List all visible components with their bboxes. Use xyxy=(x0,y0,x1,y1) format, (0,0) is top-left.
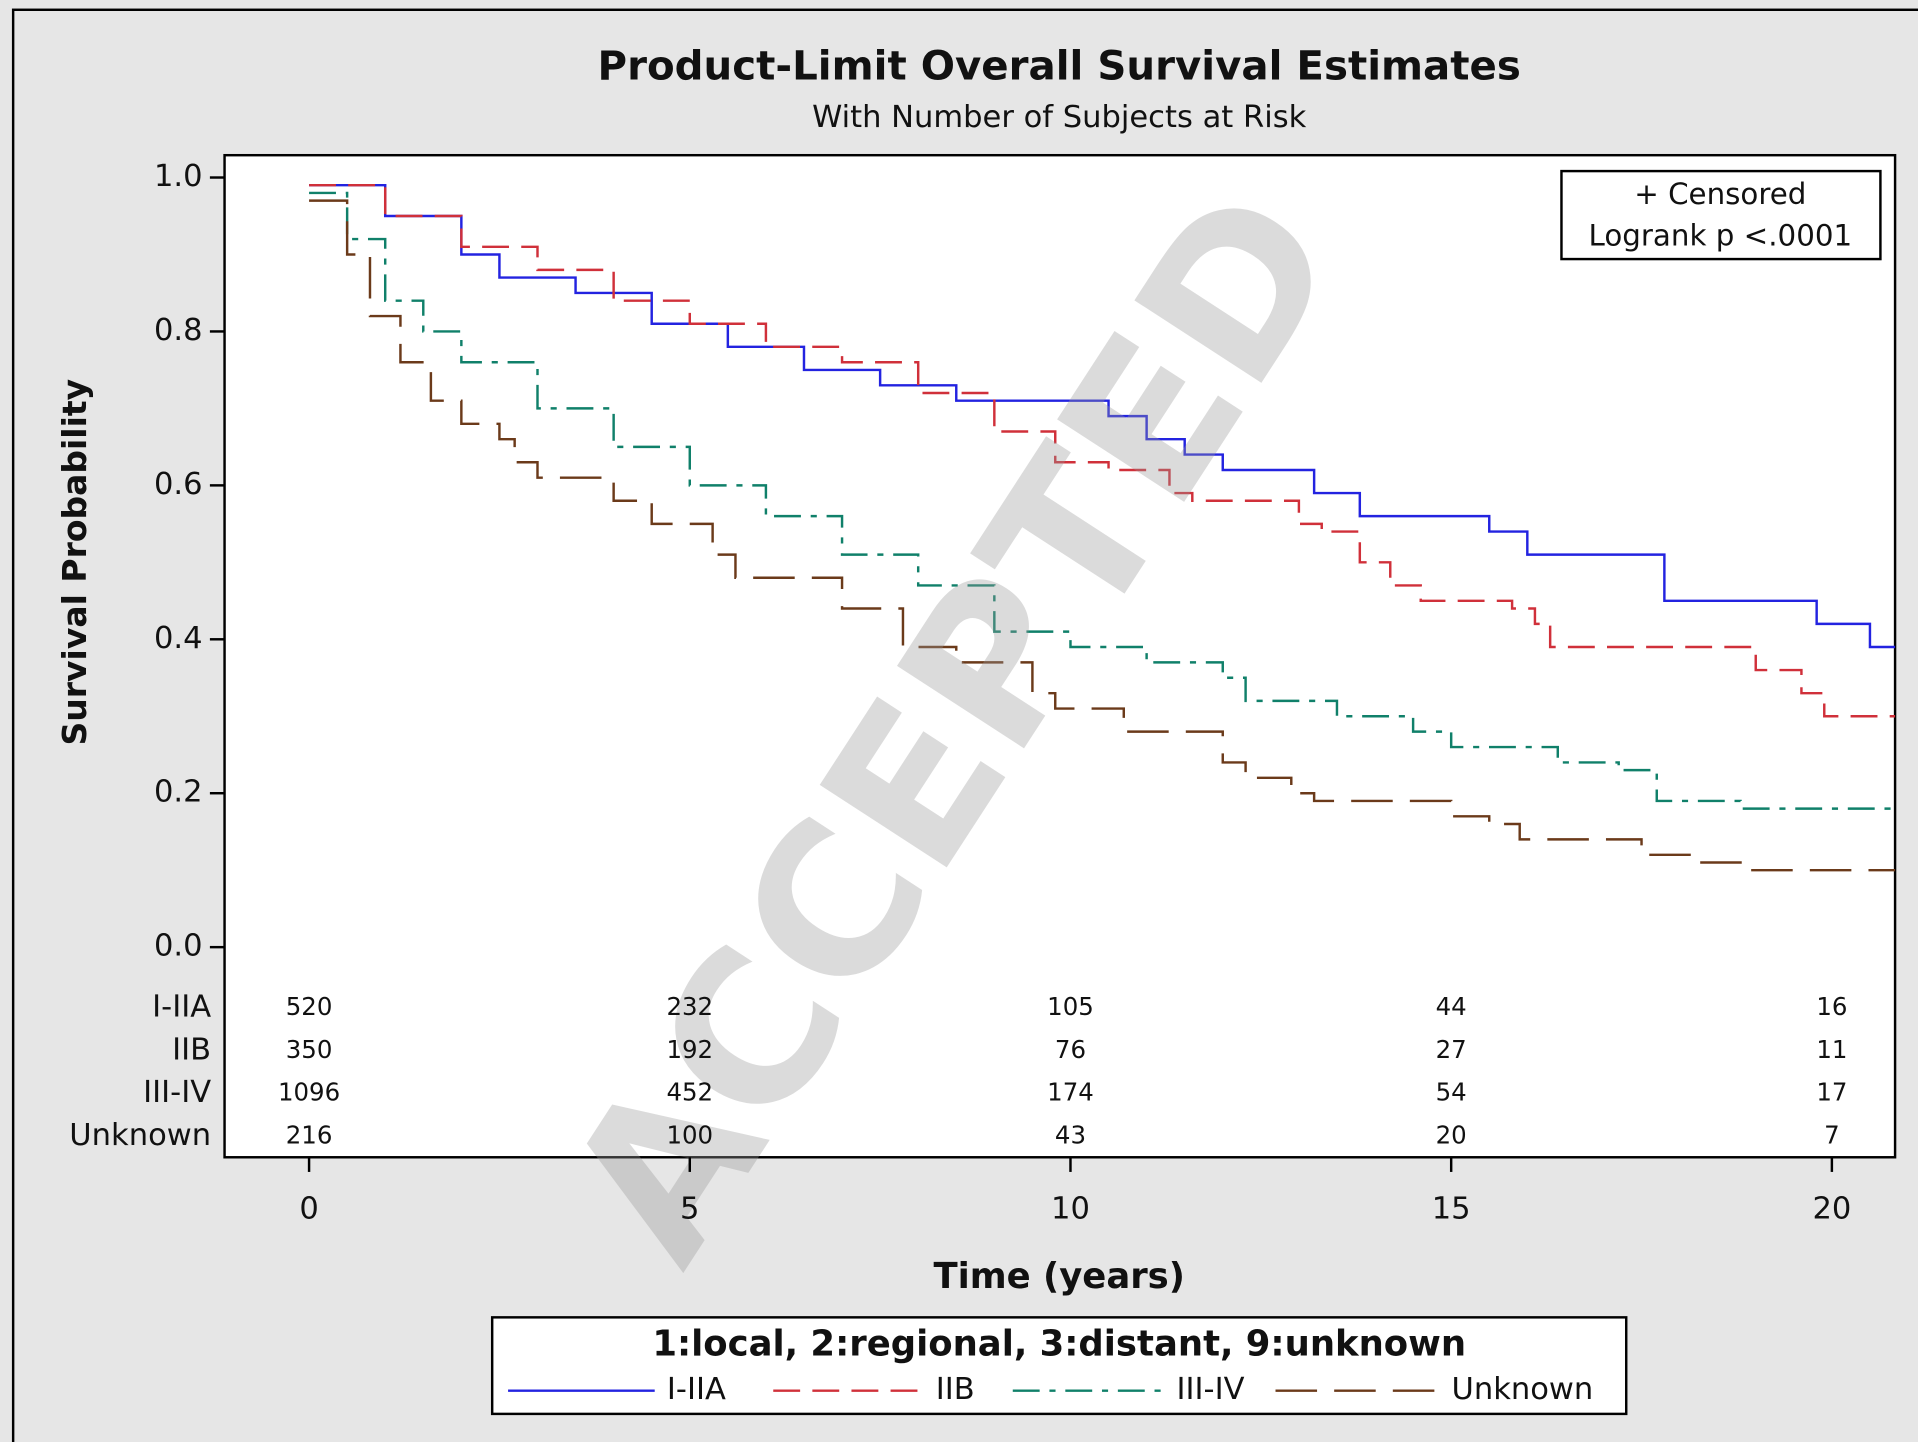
annotation: + Censored xyxy=(1634,177,1806,211)
risk-row-label: IIB xyxy=(172,1032,211,1067)
risk-count: 520 xyxy=(286,992,333,1021)
x-tick-label: 5 xyxy=(680,1191,699,1226)
risk-count: 174 xyxy=(1047,1078,1094,1107)
risk-count: 7 xyxy=(1824,1120,1840,1149)
risk-count: 16 xyxy=(1816,992,1847,1021)
x-tick-label: 20 xyxy=(1812,1191,1851,1226)
legend-label: Unknown xyxy=(1451,1372,1593,1407)
y-tick-label: 0.6 xyxy=(154,467,203,502)
x-tick-label: 0 xyxy=(299,1191,318,1226)
risk-count: 192 xyxy=(666,1035,713,1064)
chart-subtitle: With Number of Subjects at Risk xyxy=(812,100,1306,135)
y-tick-label: 0.0 xyxy=(154,929,203,964)
survival-curve xyxy=(309,183,1896,649)
risk-count: 232 xyxy=(666,992,713,1021)
chart-title: Product-Limit Overall Survival Estimates xyxy=(598,42,1521,89)
legend-title: 1:local, 2:regional, 3:distant, 9:unknow… xyxy=(652,1323,1466,1364)
risk-count: 17 xyxy=(1816,1078,1847,1107)
annotation: Logrank p <.0001 xyxy=(1589,219,1853,253)
x-tick-label: 15 xyxy=(1432,1191,1471,1226)
risk-count: 76 xyxy=(1055,1035,1086,1064)
survival-curve xyxy=(309,199,1896,872)
y-tick-label: 0.4 xyxy=(154,621,203,656)
risk-row-label: III-IV xyxy=(143,1075,211,1110)
plot-area xyxy=(223,153,1897,1159)
legend-label: III-IV xyxy=(1177,1372,1245,1407)
y-tick-label: 1.0 xyxy=(154,159,203,194)
x-tick-label: 10 xyxy=(1051,1191,1090,1226)
risk-count: 350 xyxy=(286,1035,333,1064)
risk-row-label: Unknown xyxy=(69,1118,211,1153)
risk-count: 11 xyxy=(1816,1035,1847,1064)
risk-count: 105 xyxy=(1047,992,1094,1021)
y-tick-label: 0.2 xyxy=(154,775,203,810)
risk-count: 100 xyxy=(666,1120,713,1149)
survival-curve xyxy=(309,183,1896,718)
x-axis-label: Time (years) xyxy=(933,1256,1185,1297)
legend-label: I-IIA xyxy=(667,1372,726,1407)
curves xyxy=(309,183,1896,872)
risk-count: 54 xyxy=(1436,1078,1467,1107)
risk-count: 44 xyxy=(1436,992,1467,1021)
risk-count: 1096 xyxy=(278,1078,340,1107)
risk-count: 27 xyxy=(1436,1035,1467,1064)
legend-label: IIB xyxy=(936,1372,975,1407)
risk-count: 216 xyxy=(286,1120,333,1149)
risk-row-label: I-IIA xyxy=(152,990,211,1025)
risk-count: 452 xyxy=(666,1078,713,1107)
y-axis-label: Survival Probability xyxy=(55,379,94,746)
annotation-box xyxy=(1560,169,1882,261)
legend-box xyxy=(490,1316,1628,1416)
y-tick-label: 0.8 xyxy=(154,313,203,348)
risk-count: 20 xyxy=(1436,1120,1467,1149)
risk-count: 43 xyxy=(1055,1120,1086,1149)
